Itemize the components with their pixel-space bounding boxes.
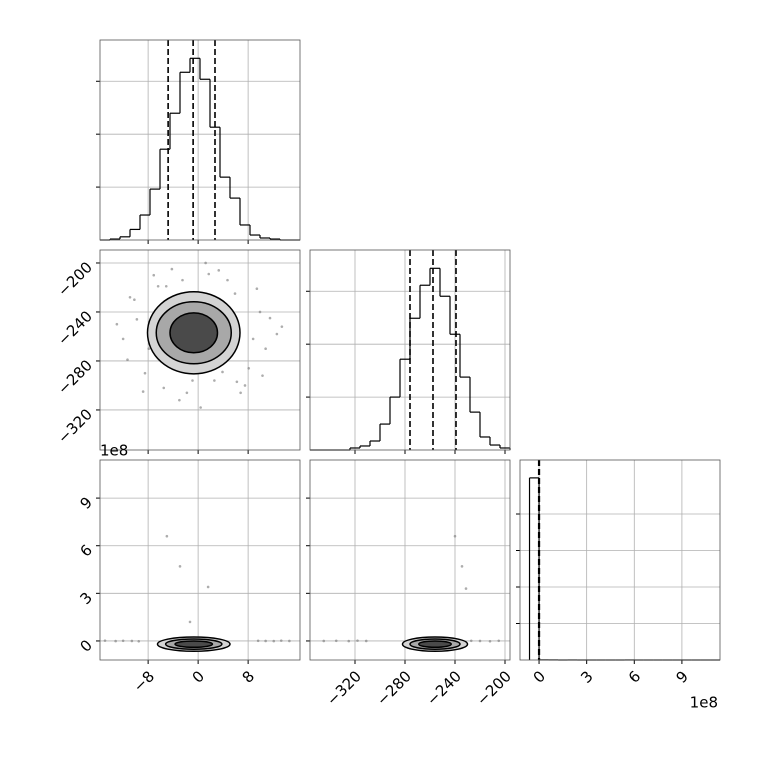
point <box>334 639 338 643</box>
point <box>239 391 242 395</box>
point <box>258 310 262 314</box>
point <box>322 639 326 643</box>
x-tick-label: 8 <box>239 667 258 686</box>
point <box>275 332 279 336</box>
point <box>178 398 181 402</box>
y-tick-label: −200 <box>54 258 96 300</box>
point <box>264 639 267 643</box>
y-tick-label: −320 <box>54 405 96 447</box>
y-tick-label: −240 <box>54 307 96 349</box>
point <box>460 565 464 568</box>
point <box>185 391 189 395</box>
point <box>121 337 125 341</box>
x-tick-label: 6 <box>625 667 644 686</box>
x-tick-label: 3 <box>577 667 596 686</box>
point <box>103 639 107 642</box>
point <box>347 639 351 643</box>
point <box>226 278 229 282</box>
point <box>469 639 473 643</box>
point <box>243 384 247 387</box>
point <box>206 585 210 589</box>
point <box>207 272 211 276</box>
point <box>256 639 260 643</box>
contour <box>174 640 214 649</box>
point <box>133 298 136 302</box>
x-tick-label: 0 <box>530 667 549 686</box>
y-tick-label: 3 <box>77 589 96 608</box>
point <box>162 386 166 390</box>
point <box>135 318 139 321</box>
contour <box>418 640 452 649</box>
panel-frame <box>309 249 511 451</box>
point <box>199 406 202 409</box>
panel-frame <box>99 459 301 661</box>
point <box>178 565 182 568</box>
point <box>264 347 267 351</box>
panel-frame <box>309 459 511 661</box>
point <box>235 380 239 384</box>
point <box>247 367 251 370</box>
point <box>268 316 272 320</box>
x-tick-label: −200 <box>473 667 515 709</box>
point <box>280 325 284 328</box>
point <box>255 287 259 291</box>
point <box>128 295 132 299</box>
point <box>464 587 468 590</box>
point <box>156 284 160 288</box>
x-tick-label: −320 <box>323 667 365 709</box>
point <box>356 639 359 642</box>
x-tick-label: −240 <box>423 667 465 709</box>
panel-frame <box>99 249 301 451</box>
point <box>478 639 482 643</box>
point <box>165 534 169 538</box>
point <box>115 322 119 326</box>
contour <box>169 312 219 354</box>
point <box>364 639 368 643</box>
point <box>143 371 147 375</box>
panel-frame <box>519 459 721 661</box>
point <box>204 261 207 265</box>
point <box>137 639 141 643</box>
point <box>221 370 224 374</box>
point <box>497 639 501 643</box>
point <box>288 639 291 643</box>
point <box>191 379 194 382</box>
point <box>130 639 134 643</box>
point <box>251 337 255 341</box>
point <box>181 278 184 282</box>
point <box>213 379 216 382</box>
x-tick-label: −280 <box>373 667 415 709</box>
y-tick-label: 9 <box>77 493 96 512</box>
point <box>188 620 192 624</box>
point <box>453 534 457 538</box>
point <box>147 347 151 351</box>
y-tick-label: 0 <box>77 636 96 655</box>
point <box>126 358 129 362</box>
point <box>152 273 156 277</box>
point <box>121 639 125 643</box>
point <box>233 292 237 295</box>
point <box>217 269 221 272</box>
x-tick-label: 0 <box>189 667 208 686</box>
point <box>488 639 492 643</box>
panel-frame <box>99 39 301 241</box>
x-offset-label: 1e8 <box>690 694 718 712</box>
point <box>279 639 283 642</box>
point <box>164 284 168 288</box>
point <box>114 639 117 643</box>
x-tick-label: 9 <box>672 667 691 686</box>
point <box>141 390 145 393</box>
y-tick-label: 6 <box>77 541 96 560</box>
point <box>261 374 264 377</box>
y-offset-label: 1e8 <box>100 442 128 460</box>
point <box>272 639 276 643</box>
y-tick-label: −280 <box>54 356 96 398</box>
x-tick-label: −8 <box>130 667 158 695</box>
point <box>170 267 174 271</box>
